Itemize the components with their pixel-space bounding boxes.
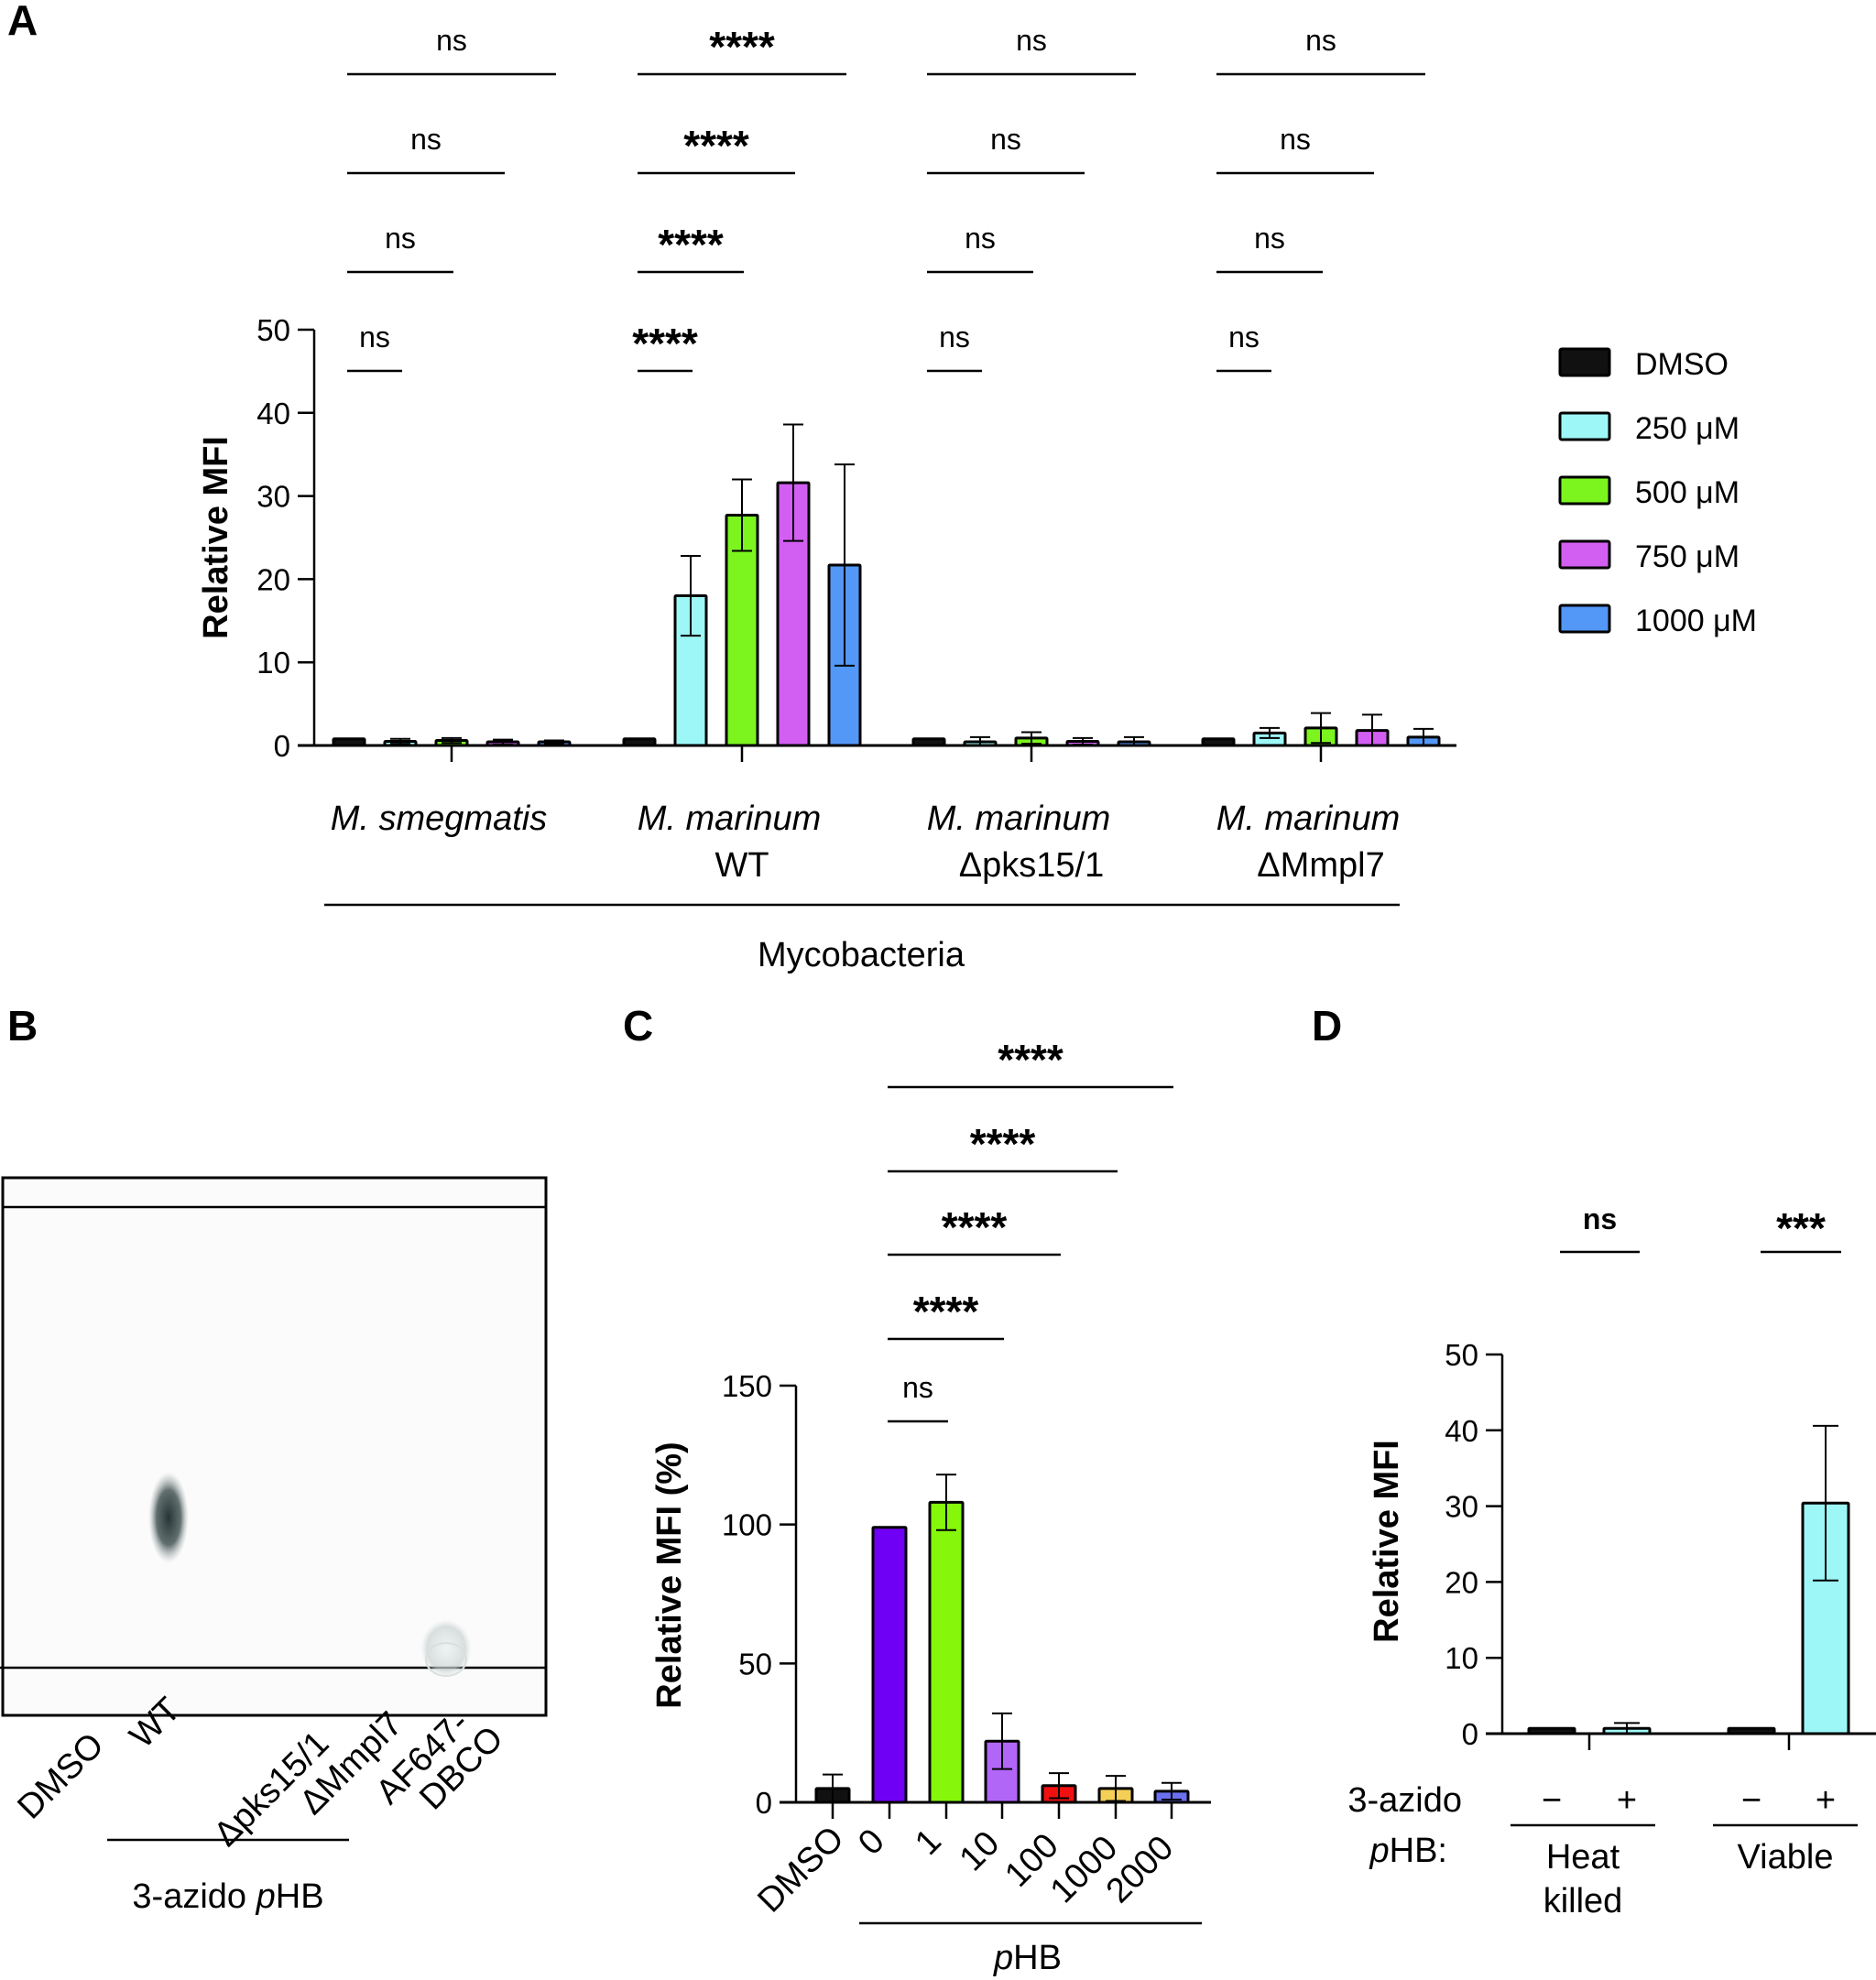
panel-a-xlabel: Mycobacteria <box>758 936 965 974</box>
panel-a-label: A <box>7 0 38 44</box>
panel-d-label: D <box>1312 1002 1342 1050</box>
panel-a-sig-label: ns <box>990 123 1021 156</box>
panel-a-bar <box>332 737 366 747</box>
panel-a-y-tick-label: 20 <box>256 562 290 596</box>
legend-swatch <box>1558 347 1611 377</box>
panel-a-y-tick-label: 40 <box>256 397 290 430</box>
panel-a-y-tick-label: 30 <box>256 480 290 514</box>
panel-d-treatment-sign: + <box>1617 1781 1637 1820</box>
panel-a-category-sublabel: Δpks15/1 <box>959 846 1104 885</box>
panel-a-sig-label: **** <box>683 122 749 169</box>
legend-label: DMSO <box>1635 347 1729 382</box>
panel-c-y-tick-label: 100 <box>722 1508 772 1542</box>
panel-d-group-sublabel: killed <box>1543 1882 1623 1920</box>
legend-swatch <box>1558 411 1611 441</box>
panel-d-y-tick-label: 10 <box>1445 1641 1478 1675</box>
panel-a-sig-label: **** <box>632 320 698 367</box>
panel-d-ylabel: Relative MFI <box>1368 1440 1406 1643</box>
panel-d-treatment-sign: − <box>1741 1781 1761 1820</box>
panel-a-bar <box>622 737 657 747</box>
panel-d-chart: 0 10 20 30 40 50 − + − + Heat killed Viable 3-azido pH… <box>1347 1202 1876 1920</box>
panel-d-row-label-2: pHB: <box>1369 1832 1448 1870</box>
gel-band-af647 <box>420 1619 472 1678</box>
gel-band-wt <box>148 1472 189 1563</box>
panel-a-sig-label: **** <box>658 221 724 268</box>
panel-a-sig-label: ns <box>385 222 416 255</box>
panel-a-legend: DMSO 250 μM 500 μM 750 μM 1000 μM <box>1558 347 1757 638</box>
legend-swatch <box>1558 475 1611 506</box>
panel-d-y-tick-label: 40 <box>1445 1414 1478 1448</box>
panel-a-y-tick-label: 0 <box>274 729 290 763</box>
panel-a-category-label: M. marinum <box>638 800 822 838</box>
panel-d-sig-label: *** <box>1776 1204 1826 1252</box>
panel-a-sig-label: ns <box>1254 222 1285 255</box>
panel-a-sig-label: ns <box>436 24 467 57</box>
panel-a-sig-label: ns <box>1228 321 1260 354</box>
panel-a-category-sublabel: ΔMmpl7 <box>1257 846 1384 885</box>
panel-c-label: C <box>623 1002 653 1050</box>
legend-swatch <box>1558 539 1611 570</box>
panel-d-y-tick-label: 30 <box>1445 1490 1478 1524</box>
panel-d-y-tick-label: 20 <box>1445 1565 1478 1599</box>
panel-c-y-tick-label: 0 <box>756 1786 772 1820</box>
panel-a-bar <box>1201 737 1236 747</box>
panel-c-xlabel: pHB <box>993 1939 1062 1977</box>
panel-d-row-label: 3-azido <box>1347 1781 1462 1820</box>
panel-a-y-tick-label: 10 <box>256 646 290 680</box>
panel-c-sig-label: **** <box>942 1203 1008 1251</box>
panel-d-bar <box>1527 1726 1576 1735</box>
panel-a-sig-label: ns <box>410 123 442 156</box>
legend-label: 1000 μM <box>1635 604 1757 638</box>
panel-a-ylabel: Relative MFI <box>197 436 235 639</box>
panel-d-y-tick-label: 50 <box>1445 1338 1478 1372</box>
panel-d-treatment-sign: + <box>1816 1781 1836 1820</box>
panel-c-x-tick-label: DMSO <box>750 1819 851 1920</box>
panel-b-gel <box>0 1176 548 1717</box>
panel-a-category-sublabel: WT <box>714 846 769 885</box>
panel-c-y-tick-label: 50 <box>738 1647 772 1681</box>
panel-c-sig-label: **** <box>913 1288 979 1335</box>
panel-c-ylabel: Relative MFI (%) <box>650 1441 689 1708</box>
panel-b-label: B <box>7 1002 38 1050</box>
panel-c-bar <box>928 1500 965 1804</box>
panel-c-sig-label: **** <box>998 1036 1063 1083</box>
gel-spot-ring <box>425 1642 467 1677</box>
panel-c-sig-label: ns <box>902 1371 933 1404</box>
panel-a-sig-label: ns <box>939 321 970 354</box>
panel-c-sig-label: **** <box>970 1120 1036 1168</box>
panel-c-x-tick-label: 0 <box>851 1822 892 1863</box>
panel-d-y-tick-label: 0 <box>1462 1717 1478 1751</box>
legend-label: 750 μM <box>1635 539 1740 574</box>
panel-c-y-tick-label: 150 <box>722 1369 772 1403</box>
panel-c-x-tick-label: 10 <box>953 1824 1008 1879</box>
panel-a-sig-label: ns <box>1280 123 1311 156</box>
panel-a-sig-label: ns <box>359 321 390 354</box>
legend-swatch <box>1558 604 1611 634</box>
panel-a-sig-label: ns <box>1016 24 1047 57</box>
panel-a-category-label: M. marinum <box>1216 800 1401 838</box>
panel-a-category-label: M. smegmatis <box>331 800 547 838</box>
panel-a-chart: 0 10 20 30 40 50 M. smegmatis ns ns ns ns M. marinu… <box>197 23 1456 974</box>
panel-d-sig-label: ns <box>1583 1202 1617 1235</box>
panel-d-group-label: Viable <box>1738 1838 1834 1877</box>
panel-a-sig-label: **** <box>709 23 775 71</box>
panel-d-bar <box>1727 1726 1776 1735</box>
panel-a-sig-label: ns <box>1305 24 1336 57</box>
legend-label: 250 μM <box>1635 411 1740 446</box>
panel-d-treatment-sign: − <box>1542 1781 1562 1820</box>
panel-c-bar <box>871 1526 908 1804</box>
panel-c-x-tick-label: 1 <box>908 1822 949 1863</box>
legend-label: 500 μM <box>1635 475 1740 510</box>
gel-lane-label: DMSO <box>10 1725 111 1826</box>
panel-d-group-label: Heat <box>1546 1838 1620 1877</box>
panel-a-sig-label: ns <box>965 222 996 255</box>
panel-a-category-label: M. marinum <box>927 800 1111 838</box>
panel-a-y-tick-label: 50 <box>256 313 290 347</box>
panel-a-bar <box>911 737 946 747</box>
panel-b-group-label: 3-azido pHB <box>132 1877 323 1916</box>
